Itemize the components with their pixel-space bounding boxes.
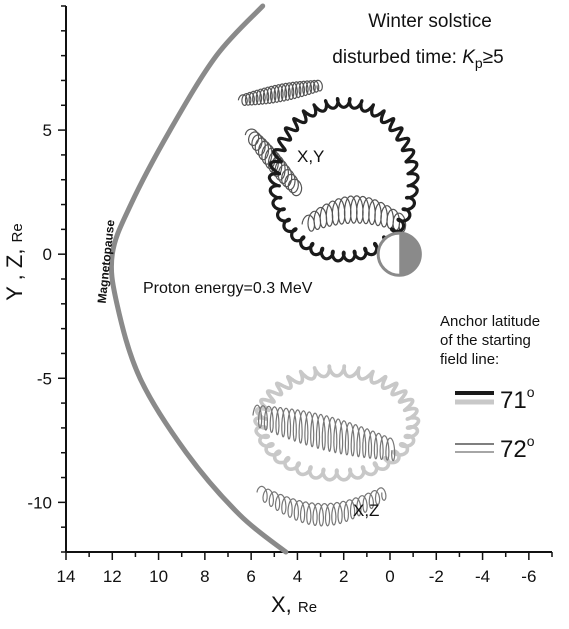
legend-71-label: 71o [500,384,535,414]
series-xy-72-left [244,128,303,197]
xz-plane-label: X,Z [353,501,379,520]
x-tick-label: 6 [246,567,255,586]
chart-title: Winter solstice [368,11,492,32]
x-axis-title: X, Re [271,592,317,617]
series-xz-72-upper [252,404,396,462]
earth-night-side [399,233,421,276]
trajectories [237,79,421,527]
legend-title-line-3: field line: [440,351,499,368]
x-tick-label: 12 [103,567,122,586]
x-tick-label: -6 [521,567,536,586]
x-tick-label: 4 [293,567,302,586]
x-tick-label: 14 [57,567,76,586]
y-tick-label: -5 [37,369,52,388]
x-tick-label: 10 [149,567,168,586]
chart-subtitle: disturbed time: Kp≥5 [332,47,503,71]
legend-72-label: 72o [500,433,535,463]
x-tick-label: 8 [200,567,209,586]
y-axis-title: Y , Z, Re [2,223,27,300]
series-xy-72-upper [237,79,323,106]
series-xz-71 [253,364,421,482]
axis-ticks [58,5,553,560]
earth-symbol [376,231,422,277]
series-xy-72-lower [301,195,407,233]
xy-plane-label: X,Y [297,147,324,166]
y-tick-label: 5 [43,121,52,140]
series-xy-71 [267,97,420,263]
series-xz-72-lower [256,485,387,527]
proton-energy-label: Proton energy=0.3 MeV [143,280,313,297]
y-tick-label: 0 [43,245,52,264]
magnetopause-curve [108,3,289,555]
x-tick-label: -4 [475,567,490,586]
legend-title-line-2: of the starting [440,332,531,349]
y-tick-label: -10 [27,493,52,512]
x-tick-label: 2 [339,567,348,586]
legend: Anchor latitude of the starting field li… [440,313,540,463]
legend-title-line-1: Anchor latitude [440,313,540,330]
axis-tick-labels: 14 12 10 8 6 4 2 0 -2 -4 -6 5 0 -5 -10 [27,121,536,586]
x-tick-label: 0 [385,567,394,586]
x-tick-label: -2 [429,567,444,586]
